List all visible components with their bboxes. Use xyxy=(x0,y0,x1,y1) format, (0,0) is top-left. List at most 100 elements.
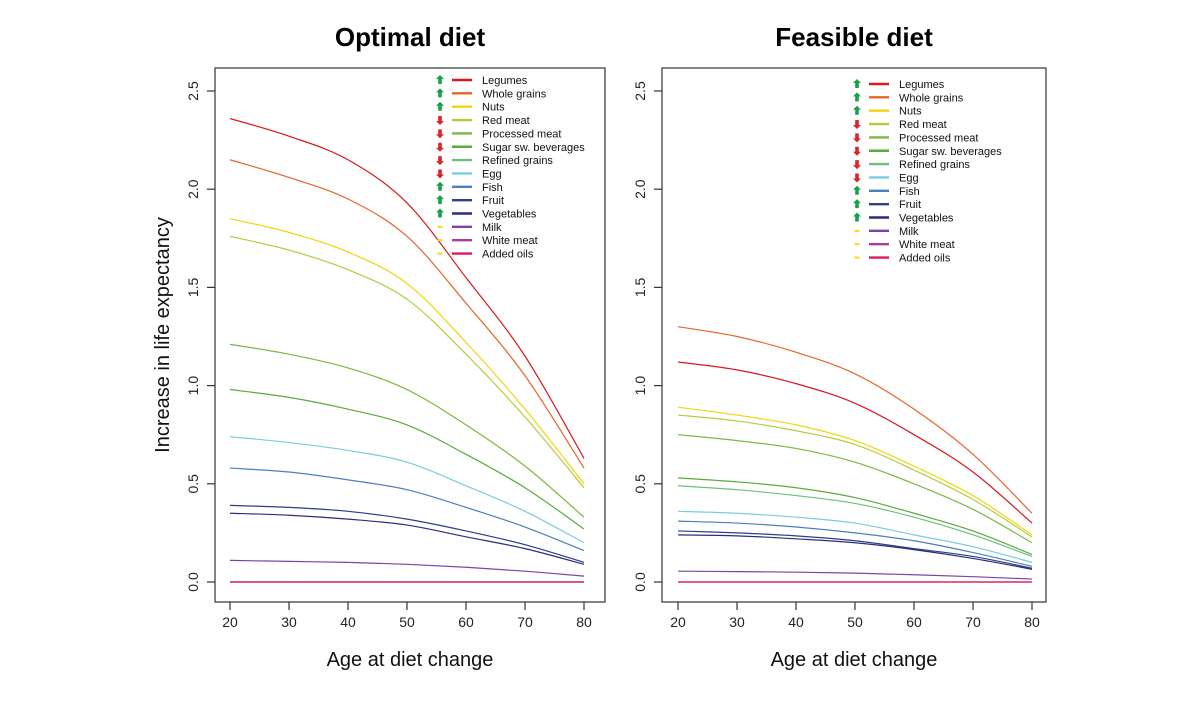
series-line-red-meat xyxy=(229,235,585,489)
legend-item: Sugar sw. beverages xyxy=(853,146,1002,158)
legend-item: Legumes xyxy=(436,75,528,87)
arrow-up-icon xyxy=(436,101,444,111)
legend-label: Processed meat xyxy=(899,132,978,144)
y-axis-label: Increase in life expectancy xyxy=(152,217,174,453)
plot-frame xyxy=(661,67,1047,603)
series-line-egg xyxy=(677,510,1033,563)
series-line-vegetables xyxy=(229,512,585,565)
arrow-down-icon xyxy=(853,160,861,170)
y-tick-label: 1.5 xyxy=(185,277,201,297)
series-line-nuts xyxy=(677,406,1033,536)
legend-item: Red meat xyxy=(853,119,947,131)
legend-label: Red meat xyxy=(482,115,530,127)
x-tick-label: 80 xyxy=(1024,614,1040,630)
legend-item: Egg xyxy=(436,168,502,180)
y-tick-label: 2.5 xyxy=(632,81,648,101)
legend-item: Processed meat xyxy=(436,128,561,140)
x-tick-label: 80 xyxy=(576,614,592,630)
legend-label: Milk xyxy=(482,222,502,234)
legend-item: Refined grains xyxy=(436,155,553,167)
series-line-vegetables xyxy=(677,534,1033,570)
legend-label: Milk xyxy=(899,226,919,238)
arrow-up-icon xyxy=(853,199,861,209)
legend-label: Egg xyxy=(482,168,502,180)
x-tick-label: 30 xyxy=(729,614,745,630)
legend-label: Legumes xyxy=(899,79,945,91)
legend-label: Nuts xyxy=(482,102,505,114)
legend-label: White meat xyxy=(899,239,955,251)
x-tick-label: 20 xyxy=(670,614,686,630)
legend-label: White meat xyxy=(482,235,538,247)
arrow-down-icon xyxy=(853,173,861,183)
legend-label: Whole grains xyxy=(899,92,964,104)
legend-label: Sugar sw. beverages xyxy=(482,142,585,154)
legend-item: Added oils xyxy=(437,249,534,261)
legend-item: Whole grains xyxy=(436,88,547,100)
legend-label: Processed meat xyxy=(482,128,561,140)
y-tick-label: 1.5 xyxy=(632,277,648,297)
arrow-down-icon xyxy=(436,156,444,166)
arrow-up-icon xyxy=(436,208,444,218)
y-tick-label: 0.5 xyxy=(632,474,648,494)
x-tick-label: 50 xyxy=(399,614,415,630)
arrow-up-icon xyxy=(436,195,444,205)
legend-item: Red meat xyxy=(436,115,530,127)
plot-frame xyxy=(214,67,606,603)
series-line-processed-meat xyxy=(229,343,585,518)
legend-label: Added oils xyxy=(899,253,951,265)
x-tick-label: 20 xyxy=(222,614,238,630)
arrow-up-icon xyxy=(853,79,861,88)
legend-item: Milk xyxy=(854,226,919,238)
legend-item: Processed meat xyxy=(853,132,978,144)
arrow-down-icon xyxy=(436,142,444,152)
legend-item: Nuts xyxy=(436,101,505,114)
x-tick-label: 30 xyxy=(281,614,297,630)
legend-item: White meat xyxy=(437,235,538,247)
y-tick-label: 2.5 xyxy=(185,81,201,101)
x-tick-label: 70 xyxy=(965,614,981,630)
legend-label: Nuts xyxy=(899,106,922,118)
chart-panel-2: Feasible diet 20 30 40 50 60 70 80 0.0 0.5 1.0 1.5 2… xyxy=(632,22,1047,671)
legend-item: Fish xyxy=(853,185,920,198)
series-line-fish xyxy=(677,520,1033,567)
chart-title: Optimal diet xyxy=(335,22,486,52)
series-line-sugar-sw-beverages xyxy=(677,477,1033,556)
legend-label: Fish xyxy=(899,186,920,198)
arrow-up-icon xyxy=(436,75,444,84)
x-tick-label: 40 xyxy=(788,614,804,630)
legend-item: Whole grains xyxy=(853,92,964,104)
arrow-up-icon xyxy=(853,212,861,222)
series-line-nuts xyxy=(229,218,585,485)
arrow-down-icon xyxy=(436,116,444,126)
legend-item: Fruit xyxy=(436,195,504,207)
legend-label: Legumes xyxy=(482,75,528,87)
y-tick-label: 0.5 xyxy=(185,474,201,494)
legend-label: Fruit xyxy=(482,195,504,207)
x-tick-label: 60 xyxy=(458,614,474,630)
x-tick-label: 50 xyxy=(847,614,863,630)
series-line-red-meat xyxy=(677,414,1033,538)
series-line-egg xyxy=(229,436,585,544)
y-tick-label: 1.0 xyxy=(185,376,201,396)
series-line-legumes xyxy=(677,361,1033,524)
y-tick-label: 0.0 xyxy=(632,572,648,592)
legend-item: Fruit xyxy=(853,199,921,211)
legend-item: Nuts xyxy=(853,105,922,118)
series-line-milk xyxy=(677,570,1033,580)
series-line-fish xyxy=(229,467,585,552)
legend-item: Vegetables xyxy=(436,208,537,221)
series-line-legumes xyxy=(229,117,585,459)
legend-item: Vegetables xyxy=(853,212,954,225)
x-tick-label: 70 xyxy=(517,614,533,630)
legend-item: Milk xyxy=(437,222,502,234)
legend-item: Sugar sw. beverages xyxy=(436,142,585,154)
chart-title: Feasible diet xyxy=(775,22,933,52)
y-tick-label: 2.0 xyxy=(632,179,648,199)
arrow-down-icon xyxy=(436,129,444,139)
series-line-processed-meat xyxy=(677,434,1033,544)
arrow-up-icon xyxy=(853,185,861,195)
legend-label: Refined grains xyxy=(482,155,553,167)
